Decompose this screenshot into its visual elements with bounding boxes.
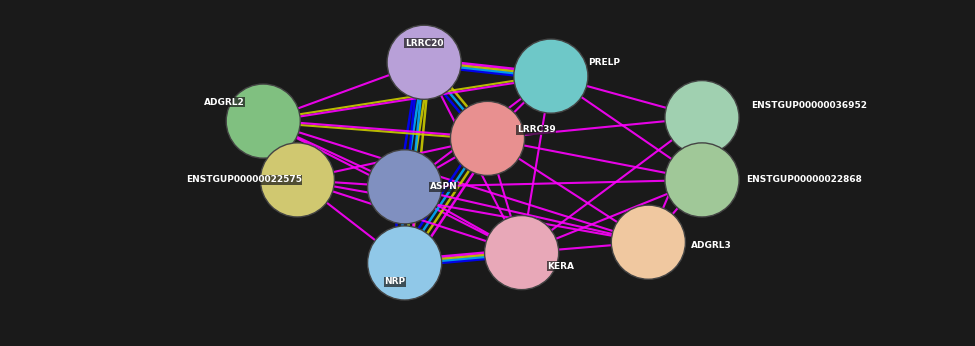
- Text: ASPN: ASPN: [430, 182, 457, 191]
- Ellipse shape: [368, 226, 442, 300]
- Text: NRP: NRP: [384, 277, 406, 286]
- Ellipse shape: [226, 84, 300, 158]
- Text: ADGRL2: ADGRL2: [204, 98, 245, 107]
- Text: LRRC20: LRRC20: [405, 39, 444, 48]
- Text: LRRC39: LRRC39: [517, 125, 556, 134]
- Ellipse shape: [485, 216, 559, 290]
- Text: ADGRL3: ADGRL3: [691, 241, 732, 250]
- Ellipse shape: [387, 25, 461, 99]
- Ellipse shape: [450, 101, 525, 175]
- Text: ENSTGUP00000036952: ENSTGUP00000036952: [752, 101, 867, 110]
- Text: KERA: KERA: [547, 262, 574, 271]
- Ellipse shape: [368, 150, 442, 224]
- Ellipse shape: [665, 81, 739, 155]
- Ellipse shape: [514, 39, 588, 113]
- Text: ENSTGUP00000022868: ENSTGUP00000022868: [747, 175, 862, 184]
- Ellipse shape: [260, 143, 334, 217]
- Ellipse shape: [665, 143, 739, 217]
- Text: PRELP: PRELP: [589, 58, 620, 67]
- Ellipse shape: [611, 205, 685, 279]
- Text: ENSTGUP00000022575: ENSTGUP00000022575: [186, 175, 301, 184]
